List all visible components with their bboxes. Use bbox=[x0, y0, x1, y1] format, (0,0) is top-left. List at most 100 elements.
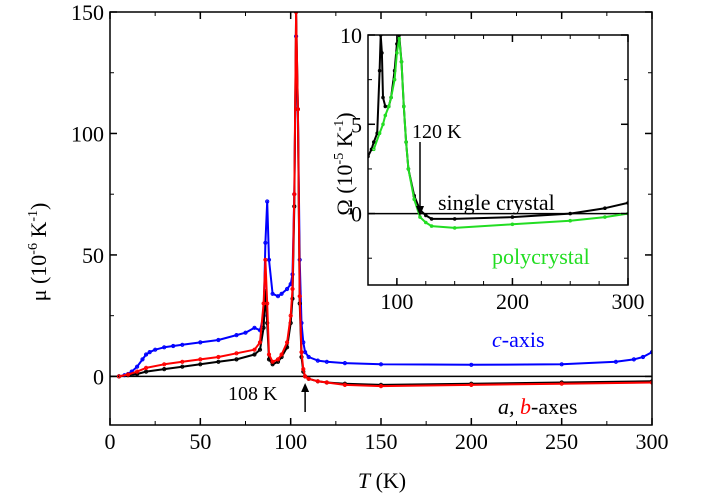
main-series-c-point bbox=[180, 342, 185, 347]
main-series-a-point bbox=[216, 359, 221, 364]
inset-y-axis-label: Ω (10-5 K-1) bbox=[332, 112, 357, 215]
main-series-b-point bbox=[216, 354, 221, 360]
main-series-b-point bbox=[315, 379, 320, 384]
main-y-tick-label: 50 bbox=[82, 243, 104, 268]
108k-label: 108 K bbox=[228, 383, 278, 405]
main-series-b-point bbox=[378, 384, 384, 389]
main-series-c-point bbox=[243, 330, 248, 335]
main-series-a-point bbox=[144, 369, 149, 374]
main-series-c-point bbox=[162, 345, 167, 350]
inset-series-single-point bbox=[383, 104, 388, 109]
inset-series-poly-point bbox=[387, 104, 391, 109]
inset-series-single-point bbox=[452, 217, 457, 221]
inset-series-poly-point bbox=[452, 226, 457, 230]
main-series-b-point bbox=[263, 257, 268, 262]
main-series-c-point bbox=[285, 286, 290, 292]
main-x-tick-label: 0 bbox=[105, 429, 116, 454]
main-series-c-point bbox=[306, 354, 311, 360]
inset-series-poly-point bbox=[510, 222, 515, 227]
main-series-b-point bbox=[135, 369, 140, 374]
arrow-120k-head bbox=[416, 206, 424, 216]
main-x-tick-label: 200 bbox=[455, 429, 488, 454]
main-series-b-point bbox=[294, 12, 299, 15]
inset-series-poly-point bbox=[568, 218, 573, 223]
main-series-c-point bbox=[198, 340, 203, 345]
main-series-c-point bbox=[279, 291, 284, 296]
main-series-b-point bbox=[126, 372, 131, 377]
120k-label: 120 K bbox=[412, 121, 462, 143]
inset-series-single-line bbox=[368, 35, 628, 220]
main-series-c-point bbox=[252, 325, 257, 330]
single-crystal-label: single crystal bbox=[438, 190, 555, 215]
inset-series-single-point bbox=[568, 211, 573, 216]
main-series-c-point bbox=[378, 362, 384, 367]
main-y-tick-label: 150 bbox=[71, 0, 104, 25]
main-x-tick-label: 300 bbox=[636, 429, 669, 454]
main-series-c-point bbox=[559, 362, 564, 367]
main-series-c-point bbox=[135, 364, 140, 369]
main-series-b-point bbox=[265, 301, 270, 306]
main-series-c-point bbox=[270, 291, 275, 296]
main-series-c-point bbox=[613, 359, 619, 364]
inset-background bbox=[368, 35, 628, 285]
inset-series-single-point bbox=[626, 201, 628, 205]
main-series-b-point bbox=[234, 351, 239, 356]
main-series-b-point bbox=[295, 107, 300, 112]
inset-series-single-point bbox=[377, 68, 382, 73]
inset-series-poly-point bbox=[412, 197, 417, 202]
main-series-c-point bbox=[469, 362, 474, 367]
main-series-b-point bbox=[266, 352, 272, 357]
main-series-c-point bbox=[275, 294, 281, 299]
main-series-b-point bbox=[299, 350, 304, 355]
main-series-b-point bbox=[270, 359, 275, 364]
main-series-b-point bbox=[324, 380, 329, 385]
main-series-b-point bbox=[288, 313, 293, 318]
inset-series-poly-point bbox=[389, 95, 393, 100]
inset-series-poly-point bbox=[399, 60, 404, 64]
main-series-c-point bbox=[216, 337, 221, 343]
main-x-axis-label: T (K) bbox=[358, 468, 406, 493]
main-series-c-point bbox=[649, 350, 652, 355]
main-series-a-point bbox=[252, 352, 257, 357]
inset-series-single-point bbox=[429, 217, 434, 221]
main-series-b-point bbox=[342, 382, 347, 387]
main-series-a-point bbox=[198, 362, 203, 367]
inset-series-poly-point bbox=[429, 224, 434, 228]
main-x-tick-label: 150 bbox=[365, 429, 398, 454]
inset-series-single-point bbox=[380, 51, 384, 55]
main-y-tick-label: 100 bbox=[71, 121, 104, 146]
inset-series-single-point bbox=[510, 215, 515, 219]
main-series-a-point bbox=[234, 357, 239, 362]
inset-series-poly-point bbox=[392, 77, 397, 82]
inset-frame bbox=[367, 34, 629, 286]
main-x-tick-label: 50 bbox=[189, 429, 211, 454]
main-x-tick-label: 100 bbox=[274, 429, 307, 454]
main-series-a-point bbox=[257, 347, 263, 352]
c-axis-label: c-axis bbox=[492, 327, 545, 352]
main-series-b-point bbox=[252, 347, 257, 352]
inset-x-tick-label: 200 bbox=[496, 289, 529, 314]
inset-series-poly-point bbox=[603, 215, 607, 219]
inset-series-poly-point bbox=[406, 167, 411, 171]
inset-series-single-point bbox=[603, 206, 607, 210]
main-series-b-point bbox=[301, 367, 306, 372]
inset-series-poly-line bbox=[372, 37, 628, 229]
main-series-b-point bbox=[144, 365, 149, 370]
main-y-axis-label: μ (10-6 K-1) bbox=[26, 203, 51, 302]
main-series-b-point bbox=[162, 362, 167, 367]
main-series-b-point bbox=[257, 340, 263, 345]
inset-series-poly-point bbox=[381, 122, 385, 127]
inset-y-tick-label: 0 bbox=[351, 202, 362, 227]
main-series-b-point bbox=[279, 352, 284, 357]
main-series-c-point bbox=[631, 357, 637, 362]
main-series-b-point bbox=[559, 381, 564, 386]
arrow-108k-head bbox=[301, 383, 310, 392]
main-series-c-point bbox=[263, 240, 268, 245]
inset-plot: 100 200 300 0 5 10 bbox=[340, 23, 645, 314]
main-series-b-point bbox=[290, 286, 295, 292]
main-series-c-point bbox=[140, 357, 145, 362]
inset-series-single-point bbox=[424, 213, 428, 218]
main-series-b-point bbox=[297, 294, 302, 299]
